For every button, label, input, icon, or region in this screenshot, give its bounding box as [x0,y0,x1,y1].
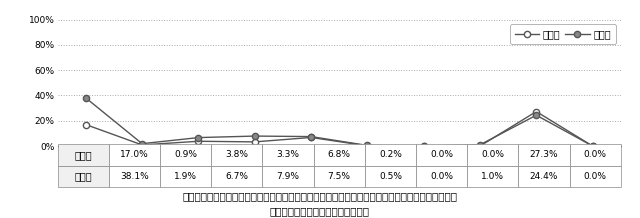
自排局 [251,135,259,137]
一般局 [476,145,484,147]
一般局 [532,110,540,113]
一般局 [420,145,428,147]
自排局 [589,145,596,147]
自排局 [364,144,371,147]
一般局 [307,136,315,139]
一般局 [589,145,596,147]
自排局 [307,135,315,138]
Line: 自排局: 自排局 [83,95,596,149]
一般局 [138,144,146,146]
Text: により非達成となった測定局の割合: により非達成となった測定局の割合 [270,206,370,216]
一般局 [251,141,259,143]
自排局 [532,114,540,116]
Line: 一般局: 一般局 [83,108,596,149]
自排局 [476,143,484,146]
一般局 [82,123,90,126]
一般局 [364,145,371,147]
自排局 [82,97,90,99]
自排局 [138,142,146,145]
自排局 [420,145,428,147]
Text: 図２－６　自動車ＮＯｘ・ＰＭ法の対策地域における環境基準を超える日が２日以上連続すること: 図２－６ 自動車ＮＯｘ・ＰＭ法の対策地域における環境基準を超える日が２日以上連続… [182,191,458,201]
Legend: 一般局, 自排局: 一般局, 自排局 [509,24,616,44]
一般局 [195,140,202,143]
自排局 [195,136,202,139]
